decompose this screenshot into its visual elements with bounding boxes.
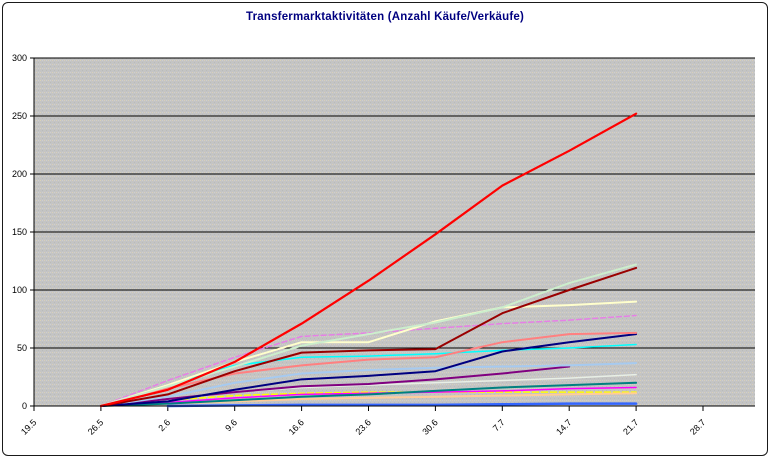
y-tick-label: 150 xyxy=(12,227,27,237)
x-tick-label: 19.5 xyxy=(19,417,38,436)
series-line-dunkelrot xyxy=(99,266,638,407)
y-tick-label: 200 xyxy=(12,169,27,179)
x-tick-label: 2.6 xyxy=(156,417,172,433)
x-tick-label: 14.7 xyxy=(554,417,573,436)
series-line-gelb xyxy=(100,391,637,407)
series-line-blaugruen xyxy=(99,381,638,407)
x-tick-label: 7.7 xyxy=(491,417,507,433)
series-line-hellgelb xyxy=(99,300,638,407)
y-tick-label: 50 xyxy=(17,343,27,353)
x-tick-label: 16.6 xyxy=(287,417,306,436)
y-tick-label: 250 xyxy=(12,111,27,121)
series-line-rot xyxy=(99,112,638,408)
series-line-koenigsblau xyxy=(166,402,638,408)
x-tick-label: 26.5 xyxy=(86,417,105,436)
series-line-tuerkis xyxy=(100,343,637,407)
series-line-magenta xyxy=(100,386,637,407)
x-tick-label: 21.7 xyxy=(621,417,640,436)
x-tick-label: 28.7 xyxy=(688,417,707,436)
x-tick-label: 9.6 xyxy=(223,417,239,433)
y-tick-label: 0 xyxy=(22,401,27,411)
series-line-hellblau xyxy=(99,362,638,407)
chart-title: Transfermarktaktivitäten (Anzahl Käufe/V… xyxy=(245,11,525,23)
series-line-violett xyxy=(99,365,571,407)
series-line-lachs xyxy=(99,331,638,407)
y-tick-label: 300 xyxy=(12,53,27,63)
series-line-rosa xyxy=(100,314,637,407)
x-tick-label: 30.6 xyxy=(420,417,439,436)
x-tick-label: 23.6 xyxy=(353,417,372,436)
series-line-dunkelblau xyxy=(99,333,638,407)
y-tick-label: 100 xyxy=(12,285,27,295)
